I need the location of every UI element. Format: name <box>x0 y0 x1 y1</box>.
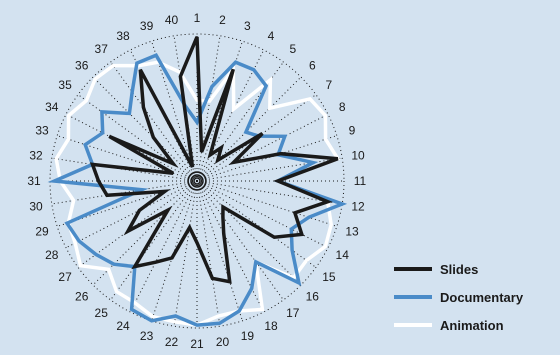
grid-spoke <box>196 180 337 227</box>
tick-label: 29 <box>35 224 49 238</box>
tick-label: 7 <box>326 78 333 92</box>
series-documentary-line <box>47 52 348 327</box>
grid-spoke <box>196 180 221 327</box>
series-layer <box>47 36 348 327</box>
tick-label: 4 <box>268 29 275 43</box>
tick-label: 30 <box>29 200 43 214</box>
tick-label: 1 <box>194 11 201 25</box>
grid-spoke <box>65 180 198 249</box>
grid-spoke <box>196 180 329 249</box>
legend-label-documentary: Documentary <box>440 290 524 305</box>
grid-spoke <box>65 113 198 182</box>
grid-spoke <box>196 49 265 182</box>
grid-spoke <box>151 180 198 321</box>
grid-spoke <box>173 35 198 182</box>
center-ring <box>187 171 207 191</box>
tick-label: 34 <box>45 100 59 114</box>
tick-label: 36 <box>75 59 89 73</box>
tick-label: 23 <box>140 329 154 343</box>
tick-label: 14 <box>336 248 350 262</box>
center-rings <box>187 171 207 191</box>
grid-spoke <box>129 49 198 182</box>
tick-label: 3 <box>244 19 251 33</box>
legend-label-animation: Animation <box>440 318 504 333</box>
tick-label: 28 <box>45 248 59 262</box>
series-slides-line <box>89 36 339 284</box>
grid-spoke <box>196 180 317 268</box>
tick-label: 6 <box>309 59 316 73</box>
tick-label: 37 <box>95 42 109 56</box>
tick-label: 38 <box>116 29 130 43</box>
tick-label: 20 <box>216 335 230 349</box>
grid-spoke <box>92 180 198 286</box>
grid-spoke <box>57 135 198 182</box>
grid-spoke <box>196 94 317 182</box>
tick-label: 10 <box>351 149 365 163</box>
tick-label: 9 <box>349 124 356 138</box>
tick-label: 2 <box>219 13 226 27</box>
grid-spoke <box>196 76 302 182</box>
tick-label: 18 <box>264 319 278 333</box>
tick-label: 26 <box>75 289 89 303</box>
tick-label: 32 <box>29 149 43 163</box>
legend: Slides Documentary Animation <box>394 262 524 333</box>
tick-label: 13 <box>345 224 359 238</box>
center-ring <box>193 177 201 185</box>
category-tick-labels: 1 2 34567891011121314151617181920212223242… <box>27 11 366 351</box>
center-ring <box>190 174 204 188</box>
grid-spoke <box>110 61 198 182</box>
tick-label: 35 <box>58 78 72 92</box>
tick-label: 12 <box>351 200 365 214</box>
grid-spoke <box>129 180 198 313</box>
grid-ring <box>49 33 345 329</box>
tick-label: 17 <box>286 306 300 320</box>
grid-spoke <box>51 180 198 205</box>
tick-label: 15 <box>322 270 336 284</box>
grid-spoke <box>196 41 243 182</box>
grid-spoke <box>196 113 329 182</box>
tick-label: 31 <box>27 174 41 188</box>
tick-label: 40 <box>165 13 179 27</box>
grid-spoke <box>196 180 284 301</box>
tick-label: 25 <box>95 306 109 320</box>
grid-spoke <box>196 35 221 182</box>
tick-label: 19 <box>241 329 255 343</box>
grid-spoke <box>173 180 198 327</box>
grid-spoke <box>110 180 198 301</box>
tick-label: 8 <box>339 100 346 114</box>
tick-label: 33 <box>35 124 49 138</box>
tick-label: 21 <box>190 337 204 351</box>
grid-spoke <box>92 76 198 182</box>
grid-spoke <box>196 61 284 182</box>
grid-spoke <box>196 180 243 321</box>
tick-label: 24 <box>116 319 130 333</box>
grid-spoke <box>51 157 198 182</box>
tick-label: 16 <box>306 289 320 303</box>
tick-label: 5 <box>289 42 296 56</box>
tick-label: 39 <box>140 19 154 33</box>
grid-spoke <box>57 180 198 227</box>
grid-spoke <box>196 180 343 205</box>
tick-label: 11 <box>354 174 367 188</box>
grid-spoke <box>196 180 265 313</box>
tick-label: 27 <box>58 270 72 284</box>
tick-label: 22 <box>165 335 179 349</box>
legend-label-slides: Slides <box>440 262 478 277</box>
grid-spoke <box>196 180 302 286</box>
grid-spoke <box>196 157 343 182</box>
grid-spoke <box>77 180 198 268</box>
grid-spoke <box>196 135 337 182</box>
